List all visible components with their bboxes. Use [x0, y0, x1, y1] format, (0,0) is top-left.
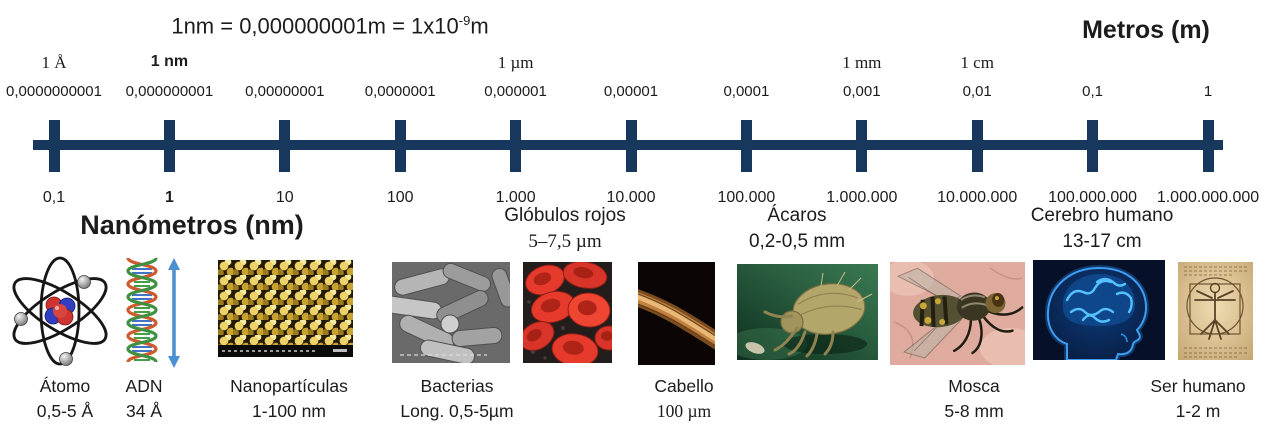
- hair-micrograph-graphic: [638, 262, 715, 365]
- caption-bacteria: Bacterias Long. 0,5-5µm: [377, 374, 537, 424]
- annotation-name: Ácaros: [767, 205, 827, 226]
- caption-size: 1-2 m: [1175, 401, 1221, 421]
- caption-name: Mosca: [948, 376, 1000, 396]
- title-prefix: 1nm = 0,000000001m = 1x10: [171, 13, 459, 39]
- meters-value-1: 0,000000001: [125, 83, 214, 100]
- meters-value-6: 0,0001: [723, 83, 770, 100]
- caption-size: 5-8 mm: [944, 401, 1004, 421]
- ruler-tick-9: [1087, 120, 1099, 172]
- annotation-red-blood-cells: Glóbulos rojos 5–7,5 µm: [475, 203, 655, 255]
- unit-marker-3: 1 mm: [842, 53, 882, 72]
- meters-value-5: 0,00001: [603, 83, 659, 100]
- annotation-brain: Cerebro humano 13-17 cm: [1012, 203, 1192, 255]
- nanometers-value-10: 1.000.000.000: [1156, 189, 1260, 206]
- annotation-name: Cerebro humano: [1030, 205, 1174, 226]
- annotation-size: 5–7,5 µm: [528, 231, 602, 252]
- title-suffix: m: [470, 13, 489, 39]
- ruler-tick-7: [856, 120, 868, 172]
- nanometers-value-3: 100: [386, 189, 414, 206]
- nanometers-value-0: 0,1: [42, 189, 66, 206]
- nanometers-value-1: 1: [164, 189, 174, 206]
- meters-value-3: 0,0000001: [364, 83, 436, 100]
- nanometers-value-9: 100.000.000: [1048, 189, 1138, 206]
- caption-size: 0,5-5 Å: [36, 401, 94, 421]
- meters-axis-heading: Metros (m): [1082, 16, 1210, 44]
- unit-marker-1: 1 nm: [150, 53, 189, 70]
- annotation-name: Glóbulos rojos: [504, 205, 626, 226]
- annotation-mites: Ácaros 0,2-0,5 mm: [707, 203, 887, 255]
- nanometers-value-5: 10.000: [606, 189, 656, 206]
- title-exponent: -9: [458, 13, 471, 28]
- mite-micrograph-graphic: [737, 264, 878, 360]
- nanometers-value-6: 100.000: [717, 189, 776, 206]
- ruler-tick-6: [740, 120, 752, 172]
- caption-size: 34 Å: [126, 401, 162, 421]
- atom-image: [10, 255, 110, 368]
- unit-marker-2: 1 µm: [497, 53, 534, 72]
- caption-atom: Átomo 0,5-5 Å: [0, 374, 145, 424]
- nanometers-value-4: 1.000: [495, 189, 536, 206]
- micrograph-info-bar: [218, 345, 353, 357]
- caption-size: Long. 0,5-5µm: [400, 401, 514, 421]
- caption-name: Nanopartículas: [230, 376, 348, 396]
- meters-value-4: 0,000001: [484, 83, 547, 100]
- caption-dna: ADN 34 Å: [64, 374, 224, 424]
- caption-size: 100 µm: [656, 401, 712, 421]
- caption-fly: Mosca 5-8 mm: [894, 374, 1054, 424]
- ruler-tick-10: [1202, 120, 1214, 172]
- annotation-size: 0,2-0,5 mm: [748, 231, 846, 252]
- page-title: 1nm = 0,000000001m = 1x10-9m: [130, 13, 530, 39]
- annotation-size: 13-17 cm: [1062, 231, 1142, 252]
- ruler-tick-3: [394, 120, 406, 172]
- meters-value-2: 0,00000001: [245, 83, 325, 100]
- caption-name: Ser humano: [1150, 376, 1246, 396]
- red-blood-cells-graphic: [523, 262, 612, 363]
- ruler-tick-2: [279, 120, 291, 172]
- brain-scan-graphic: [1033, 260, 1165, 360]
- vitruvian-man-image: [1178, 262, 1253, 360]
- meters-value-10: 1: [1203, 83, 1213, 100]
- fly-photo-graphic: [890, 262, 1025, 365]
- dna-image: [118, 258, 182, 368]
- caption-hair: Cabello 100 µm: [604, 374, 764, 424]
- caption-human: Ser humano 1-2 m: [1128, 374, 1268, 424]
- ruler-tick-4: [510, 120, 522, 172]
- ruler-tick-8: [971, 120, 983, 172]
- caption-name: Cabello: [654, 376, 714, 396]
- height-arrow-icon: [168, 258, 180, 368]
- meters-value-0: 0,0000000001: [6, 83, 102, 100]
- fly-image: [890, 262, 1025, 365]
- unit-marker-4: 1 cm: [960, 53, 994, 72]
- vitruvian-man-graphic: [1178, 262, 1253, 360]
- atom-diagram-graphic: [12, 256, 108, 366]
- nanometers-axis-heading: Nanómetros (nm): [80, 210, 304, 240]
- ruler-tick-0: [48, 120, 60, 172]
- ruler-tick-1: [163, 120, 175, 172]
- nanometers-value-7: 1.000.000: [826, 189, 898, 206]
- caption-name: Átomo: [39, 376, 91, 396]
- hair-image: [638, 262, 715, 365]
- caption-name: Bacterias: [420, 376, 494, 396]
- bacteria-micrograph-graphic: [392, 262, 510, 363]
- scale-bar-icon: [333, 349, 347, 352]
- nanometers-value-8: 10.000.000: [937, 189, 1018, 206]
- caption-name: ADN: [125, 376, 163, 396]
- nanometers-value-2: 10: [275, 189, 294, 206]
- red-blood-cells-image: [523, 262, 612, 363]
- meters-value-8: 0,01: [962, 83, 992, 100]
- dna-helix-graphic: [126, 258, 180, 368]
- caption-size: 1-100 nm: [252, 401, 326, 421]
- brain-image: [1033, 260, 1165, 360]
- unit-marker-0: 1 Å: [41, 53, 67, 72]
- caption-nanoparticles: Nanopartículas 1-100 nm: [209, 374, 369, 424]
- micrograph-metadata-text: [222, 350, 318, 352]
- nanoparticles-image: [218, 260, 353, 357]
- mite-image: [737, 264, 878, 360]
- meters-value-7: 0,001: [843, 83, 881, 100]
- ruler-tick-5: [625, 120, 637, 172]
- bacteria-image: [392, 262, 510, 363]
- meters-value-9: 0,1: [1082, 83, 1104, 100]
